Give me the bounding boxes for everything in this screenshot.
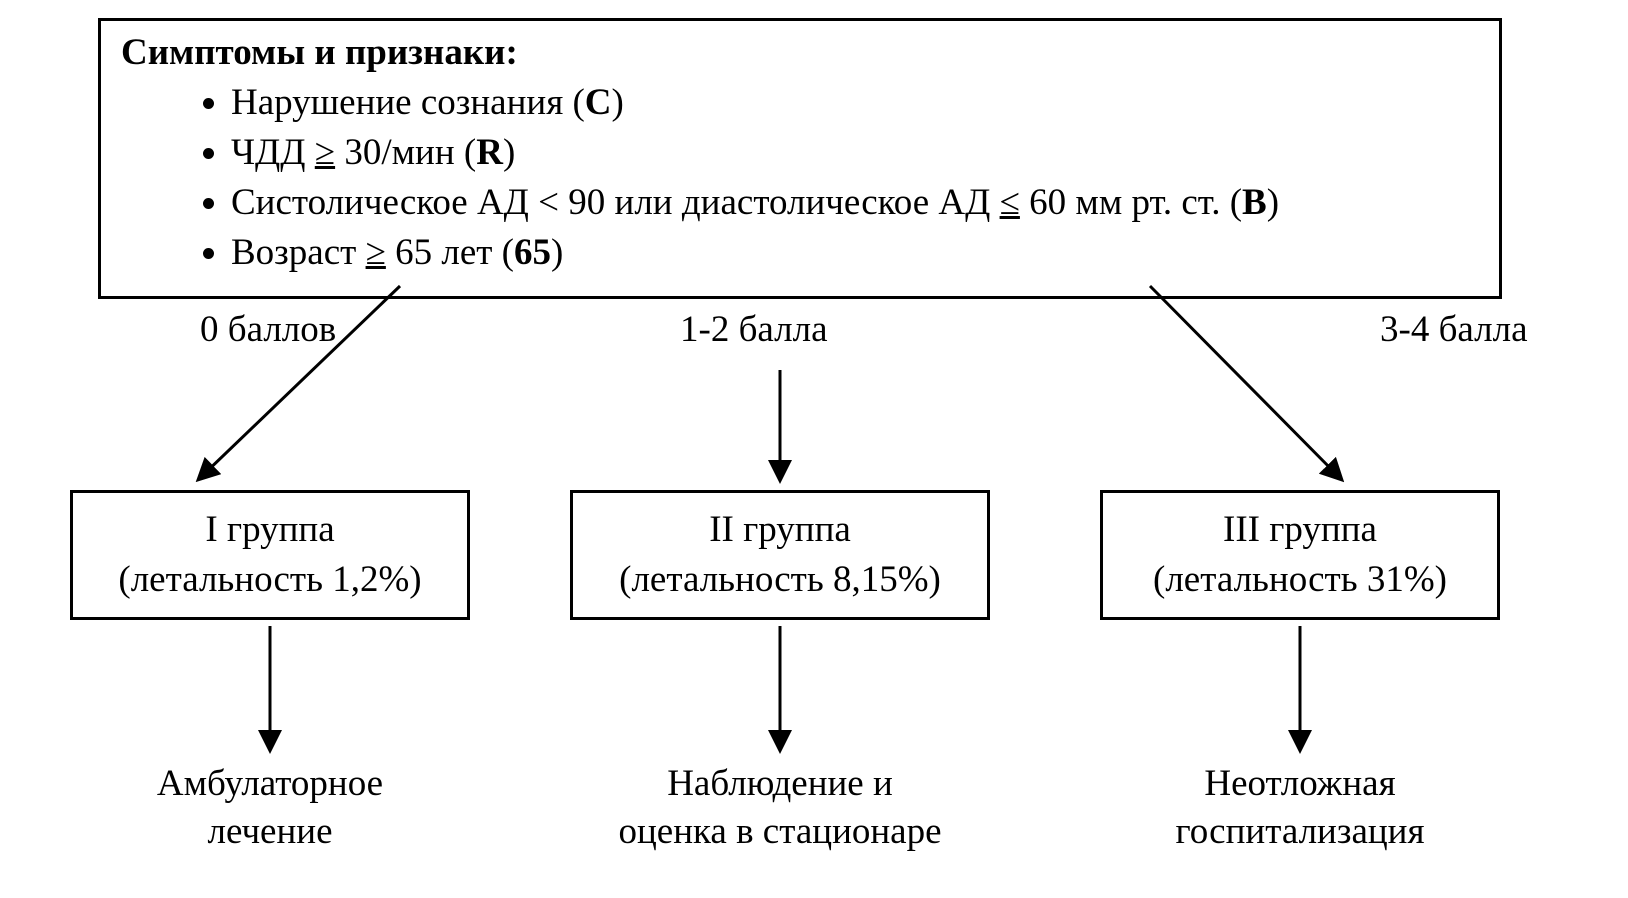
symptom-text: ЧДД <box>231 132 315 173</box>
score-label-1: 1-2 балла <box>680 308 828 351</box>
symptom-text: 60 мм рт. ст. ( <box>1020 182 1242 223</box>
ge-symbol: ≥ <box>366 232 386 273</box>
symptom-item: ЧДД ≥ 30/мин (R) <box>231 128 1479 178</box>
symptom-code: 65 <box>514 232 551 273</box>
outcome-line: лечение <box>70 808 470 856</box>
symptom-text: ) <box>551 232 563 273</box>
score-label-0: 0 баллов <box>200 308 336 351</box>
group-box-1: I группа (летальность 1,2%) <box>70 490 470 620</box>
outcome-2: Наблюдение и оценка в стационаре <box>560 760 1000 856</box>
symptom-text: 30/мин ( <box>335 132 476 173</box>
group-title: I группа <box>83 505 457 555</box>
symptom-code: C <box>585 82 612 123</box>
group-box-2: II группа (летальность 8,15%) <box>570 490 990 620</box>
outcome-3: Неотложная госпитализация <box>1080 760 1520 856</box>
symptom-code: R <box>476 132 503 173</box>
outcome-1: Амбулаторное лечение <box>70 760 470 856</box>
symptom-item: Систолическое АД < 90 или диастолическое… <box>231 178 1479 228</box>
symptom-item: Нарушение сознания (C) <box>231 78 1479 128</box>
outcome-line: оценка в стационаре <box>560 808 1000 856</box>
symptom-text: Возраст <box>231 232 366 273</box>
symptom-text: ) <box>1267 182 1279 223</box>
group-mortality: (летальность 31%) <box>1113 555 1487 605</box>
score-label-2: 3-4 балла <box>1380 308 1528 351</box>
symptoms-title: Симптомы и признаки: <box>121 31 1479 74</box>
symptoms-list: Нарушение сознания (C) ЧДД ≥ 30/мин (R) … <box>121 78 1479 278</box>
group-title: III группа <box>1113 505 1487 555</box>
symptom-text: ) <box>503 132 515 173</box>
ge-symbol: ≥ <box>315 132 335 173</box>
outcome-line: Наблюдение и <box>560 760 1000 808</box>
group-mortality: (летальность 1,2%) <box>83 555 457 605</box>
group-title: II группа <box>583 505 977 555</box>
arrow-icon <box>1150 286 1340 478</box>
outcome-line: госпитализация <box>1080 808 1520 856</box>
symptom-text: 65 лет ( <box>386 232 514 273</box>
symptom-text: Нарушение сознания ( <box>231 82 585 123</box>
symptom-code: B <box>1242 182 1267 223</box>
group-mortality: (летальность 8,15%) <box>583 555 977 605</box>
group-box-3: III группа (летальность 31%) <box>1100 490 1500 620</box>
symptom-text: Систолическое АД < 90 или диастолическое… <box>231 182 1000 223</box>
outcome-line: Амбулаторное <box>70 760 470 808</box>
outcome-line: Неотложная <box>1080 760 1520 808</box>
le-symbol: ≤ <box>1000 182 1020 223</box>
symptom-item: Возраст ≥ 65 лет (65) <box>231 228 1479 278</box>
symptom-text: ) <box>612 82 624 123</box>
symptoms-box: Симптомы и признаки: Нарушение сознания … <box>98 18 1502 299</box>
